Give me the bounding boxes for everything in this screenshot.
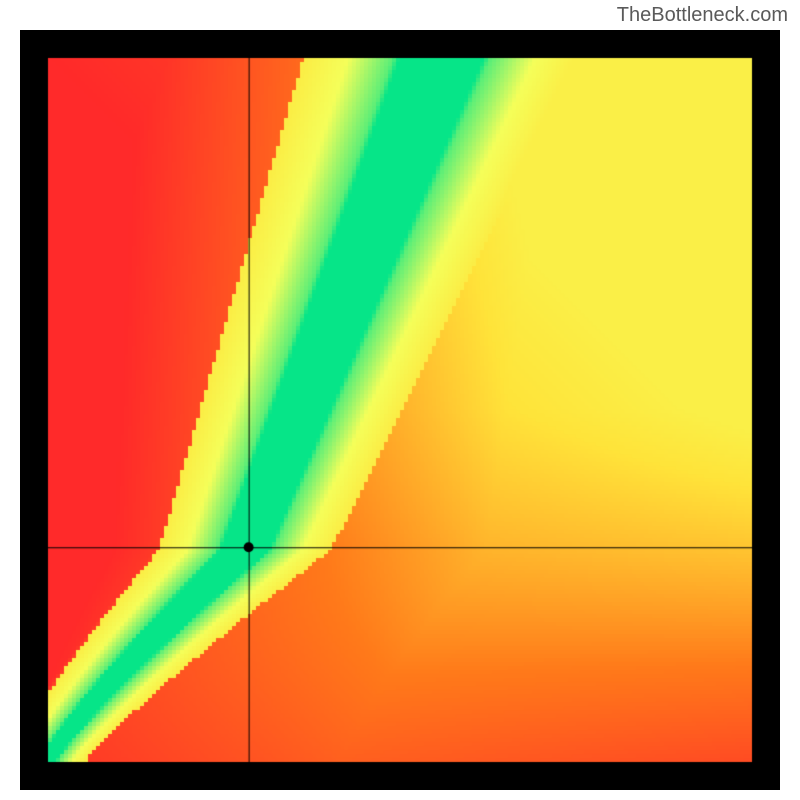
heatmap-plot	[20, 30, 780, 790]
heatmap-canvas	[20, 30, 780, 790]
attribution-text: TheBottleneck.com	[617, 4, 788, 27]
